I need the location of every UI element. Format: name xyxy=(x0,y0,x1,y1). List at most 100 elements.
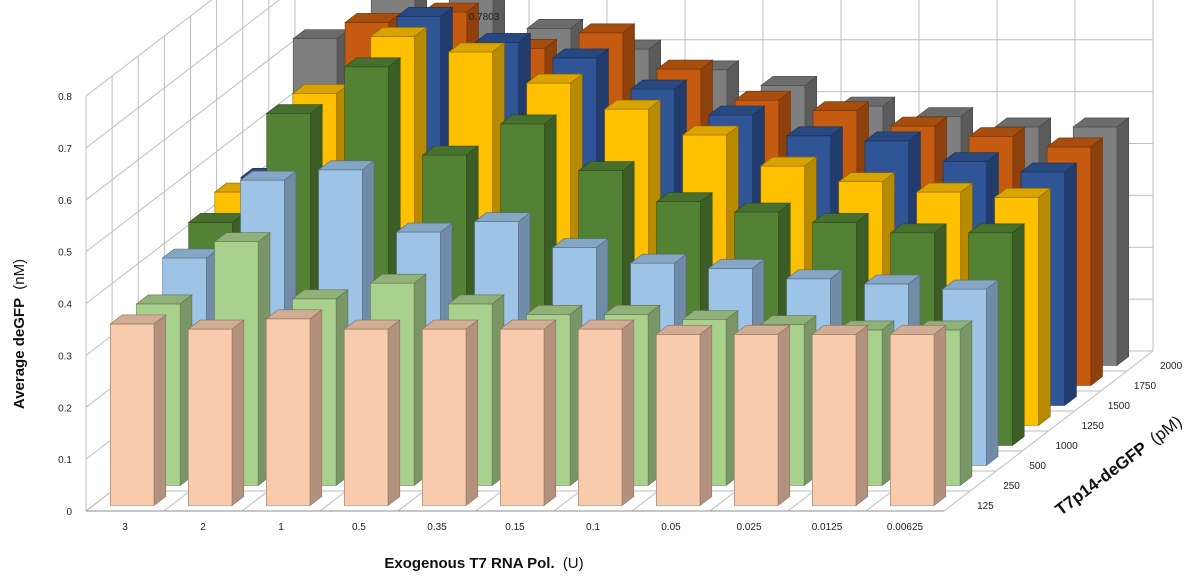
bar-side-face xyxy=(855,324,869,507)
bar-top-face xyxy=(811,324,869,335)
bar-top-face xyxy=(760,76,818,86)
bar-top-face xyxy=(785,269,843,280)
bar-top-face xyxy=(343,57,402,68)
bar-top-face xyxy=(994,117,1052,128)
bar-top-face xyxy=(993,188,1052,198)
bar-side-face xyxy=(465,319,479,507)
bar-front-face xyxy=(421,328,467,506)
bar-side-face xyxy=(1012,223,1025,447)
bar-top-face xyxy=(942,152,1000,162)
bar-125-1 xyxy=(265,309,323,507)
bar-top-face xyxy=(889,324,947,335)
bar-top-face xyxy=(499,319,557,330)
bar-side-face xyxy=(1064,162,1077,407)
bar-top-face xyxy=(369,27,428,37)
bar-front-face xyxy=(188,328,233,506)
bar-top-face xyxy=(343,319,401,330)
bar-front-face xyxy=(889,333,935,506)
bar-top-face xyxy=(889,223,948,234)
bar-front-face xyxy=(343,328,389,506)
gridline-y xyxy=(85,0,281,149)
bar-top-face xyxy=(1046,137,1104,148)
bar-top-face xyxy=(525,304,583,315)
bar-top-face xyxy=(630,79,688,90)
bar-top-face xyxy=(629,253,687,264)
y-tick-label: 0.1 xyxy=(58,455,72,466)
depth-tick-label: 2000 xyxy=(1160,361,1183,372)
y-tick-label: 0.3 xyxy=(58,351,72,362)
bar-top-face xyxy=(396,7,454,17)
bar-top-face xyxy=(707,259,765,269)
bar-125-0.0125 xyxy=(811,324,869,507)
bar-top-face xyxy=(655,324,713,335)
bar-side-face xyxy=(621,319,635,507)
bar-top-face xyxy=(734,90,792,101)
bar-top-face xyxy=(265,309,323,320)
y-tick-label: 0.8 xyxy=(58,92,72,103)
bar-top-face xyxy=(499,114,558,125)
bar-side-face xyxy=(1038,187,1051,427)
bar-top-face xyxy=(890,116,948,127)
bar-125-0.05 xyxy=(655,324,713,507)
bar-125-2 xyxy=(187,319,245,507)
depth-axis-title-unit: (pM) xyxy=(1146,412,1185,448)
bar-top-face xyxy=(473,212,531,222)
bar-top-face xyxy=(526,18,584,29)
bar-125-0.5 xyxy=(343,319,401,507)
bar-top-face xyxy=(811,213,870,223)
gridline-y xyxy=(85,0,213,97)
depth-tick-label: 1500 xyxy=(1108,401,1131,412)
bar-top-face xyxy=(577,319,635,330)
depth-tick-label: 250 xyxy=(1003,481,1020,492)
depth-tick-label: 125 xyxy=(977,501,994,512)
bar-top-face xyxy=(941,279,999,290)
bar-top-face xyxy=(733,202,792,213)
x-tick-label: 0.1 xyxy=(586,522,600,533)
bar-top-face xyxy=(1020,162,1078,173)
x-tick-label: 0.05 xyxy=(661,522,681,533)
x-tick-label: 2 xyxy=(200,522,206,533)
bar-125-0.35 xyxy=(421,319,479,507)
bar-front-face xyxy=(733,333,779,506)
x-axis-title-unit: (U) xyxy=(563,555,584,572)
bar-front-face xyxy=(655,333,701,506)
bar-top-face xyxy=(968,127,1026,137)
y-axis-title-main: Average deGFP xyxy=(11,298,28,409)
bar-top-face xyxy=(863,274,921,285)
y-tick-label: 0.4 xyxy=(58,300,72,311)
bar-top-face xyxy=(213,232,271,242)
x-tick-label: 0.5 xyxy=(352,522,366,533)
bar-125-0.025 xyxy=(733,324,791,507)
bar-side-face xyxy=(153,314,167,507)
chart-bars xyxy=(109,0,1130,507)
depth-axis-title: T7p14-deGFP (pM) xyxy=(1052,412,1186,519)
bar-side-face xyxy=(1116,117,1129,367)
bar-top-face xyxy=(578,23,636,34)
bar-top-face xyxy=(681,310,739,320)
bar-side-face xyxy=(543,319,557,507)
bar-front-face xyxy=(811,333,857,506)
bar-125-0.15 xyxy=(499,319,557,507)
y-tick-label: 0.7 xyxy=(58,144,72,155)
bar-top-face xyxy=(447,42,506,53)
bar-125-3 xyxy=(109,314,167,507)
bar-top-face xyxy=(317,160,375,171)
bar-top-face xyxy=(759,156,818,167)
bar-top-face xyxy=(1072,117,1130,128)
bar-top-face xyxy=(421,319,479,330)
x-axis-title-main: Exogenous T7 RNA Pol. xyxy=(384,555,554,572)
bar-top-face xyxy=(916,107,974,117)
bar-side-face xyxy=(231,319,245,507)
bar-top-face xyxy=(265,104,324,114)
bar-top-face xyxy=(187,319,245,330)
bar-top-face xyxy=(786,126,844,137)
bar-125-0.00625 xyxy=(889,324,947,507)
bar-top-face xyxy=(812,101,870,111)
bar-top-face xyxy=(291,289,349,300)
bar-top-face xyxy=(552,48,610,59)
y-tick-label: 0.5 xyxy=(58,248,72,259)
bar-side-face xyxy=(1090,137,1103,387)
x-tick-label: 0.025 xyxy=(736,522,761,533)
bar-top-face xyxy=(447,294,505,305)
bar-side-face xyxy=(777,324,791,507)
